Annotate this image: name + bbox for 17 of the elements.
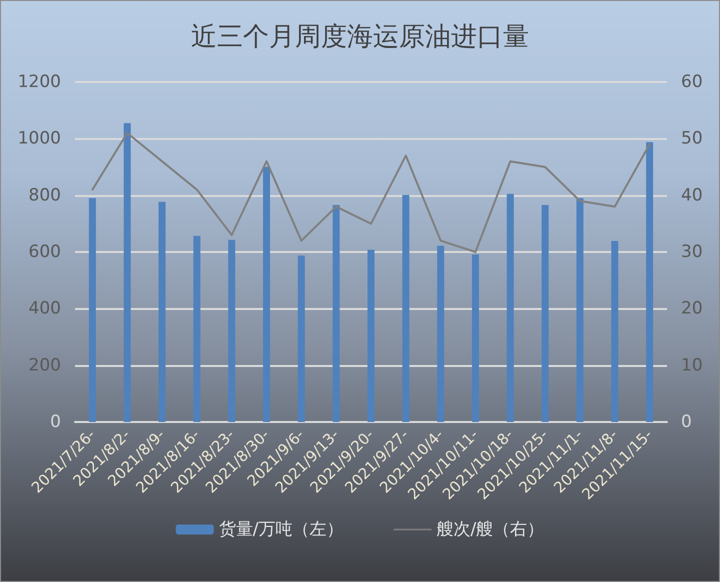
y2-tick-label: 20 — [681, 298, 703, 319]
y2-tick-label: 60 — [681, 72, 703, 92]
y-tick-label: 600 — [28, 242, 61, 262]
chart-title: 近三个月周度海运原油进口量 — [191, 22, 529, 52]
y2-tick-label: 50 — [681, 128, 703, 149]
y-tick-label: 1200 — [18, 72, 61, 92]
y-tick-label: 800 — [28, 185, 61, 206]
y-tick-label: 0 — [50, 412, 61, 432]
y2-tick-label: 30 — [681, 242, 703, 262]
y2-tick-label: 0 — [681, 412, 692, 432]
legend-label: 艘次/艘（右） — [436, 520, 544, 540]
y-tick-label: 1000 — [18, 128, 61, 149]
y2-tick-label: 10 — [681, 355, 703, 376]
y-tick-label: 400 — [28, 298, 61, 319]
legend-label: 货量/万吨（左） — [218, 520, 344, 540]
y-tick-label: 200 — [28, 355, 61, 376]
y2-tick-label: 40 — [681, 185, 703, 206]
